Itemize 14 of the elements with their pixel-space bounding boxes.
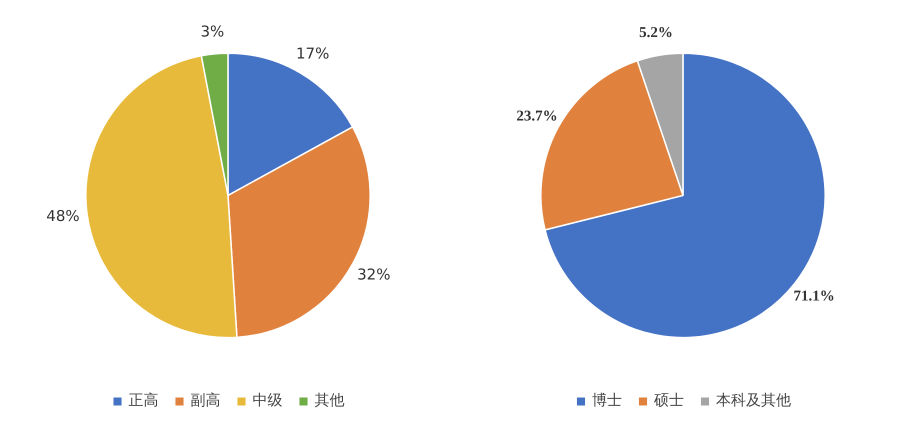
data-label: 71.1% (794, 288, 835, 305)
legend-label: 副高 (190, 391, 220, 410)
legend-label: 其他 (314, 391, 344, 410)
data-label: 3% (200, 22, 224, 41)
legend-label: 正高 (128, 391, 158, 410)
data-label: 48% (46, 207, 80, 226)
legend-label: 本科及其他 (716, 391, 791, 410)
data-label: 32% (357, 266, 390, 284)
legend-label: 硕士 (654, 391, 684, 410)
data-label: 17% (296, 44, 330, 63)
legend-label: 中级 (252, 391, 282, 410)
data-label: 5.2% (639, 25, 673, 42)
data-label: 23.7% (516, 108, 558, 125)
legend-label: 博士 (592, 391, 622, 410)
